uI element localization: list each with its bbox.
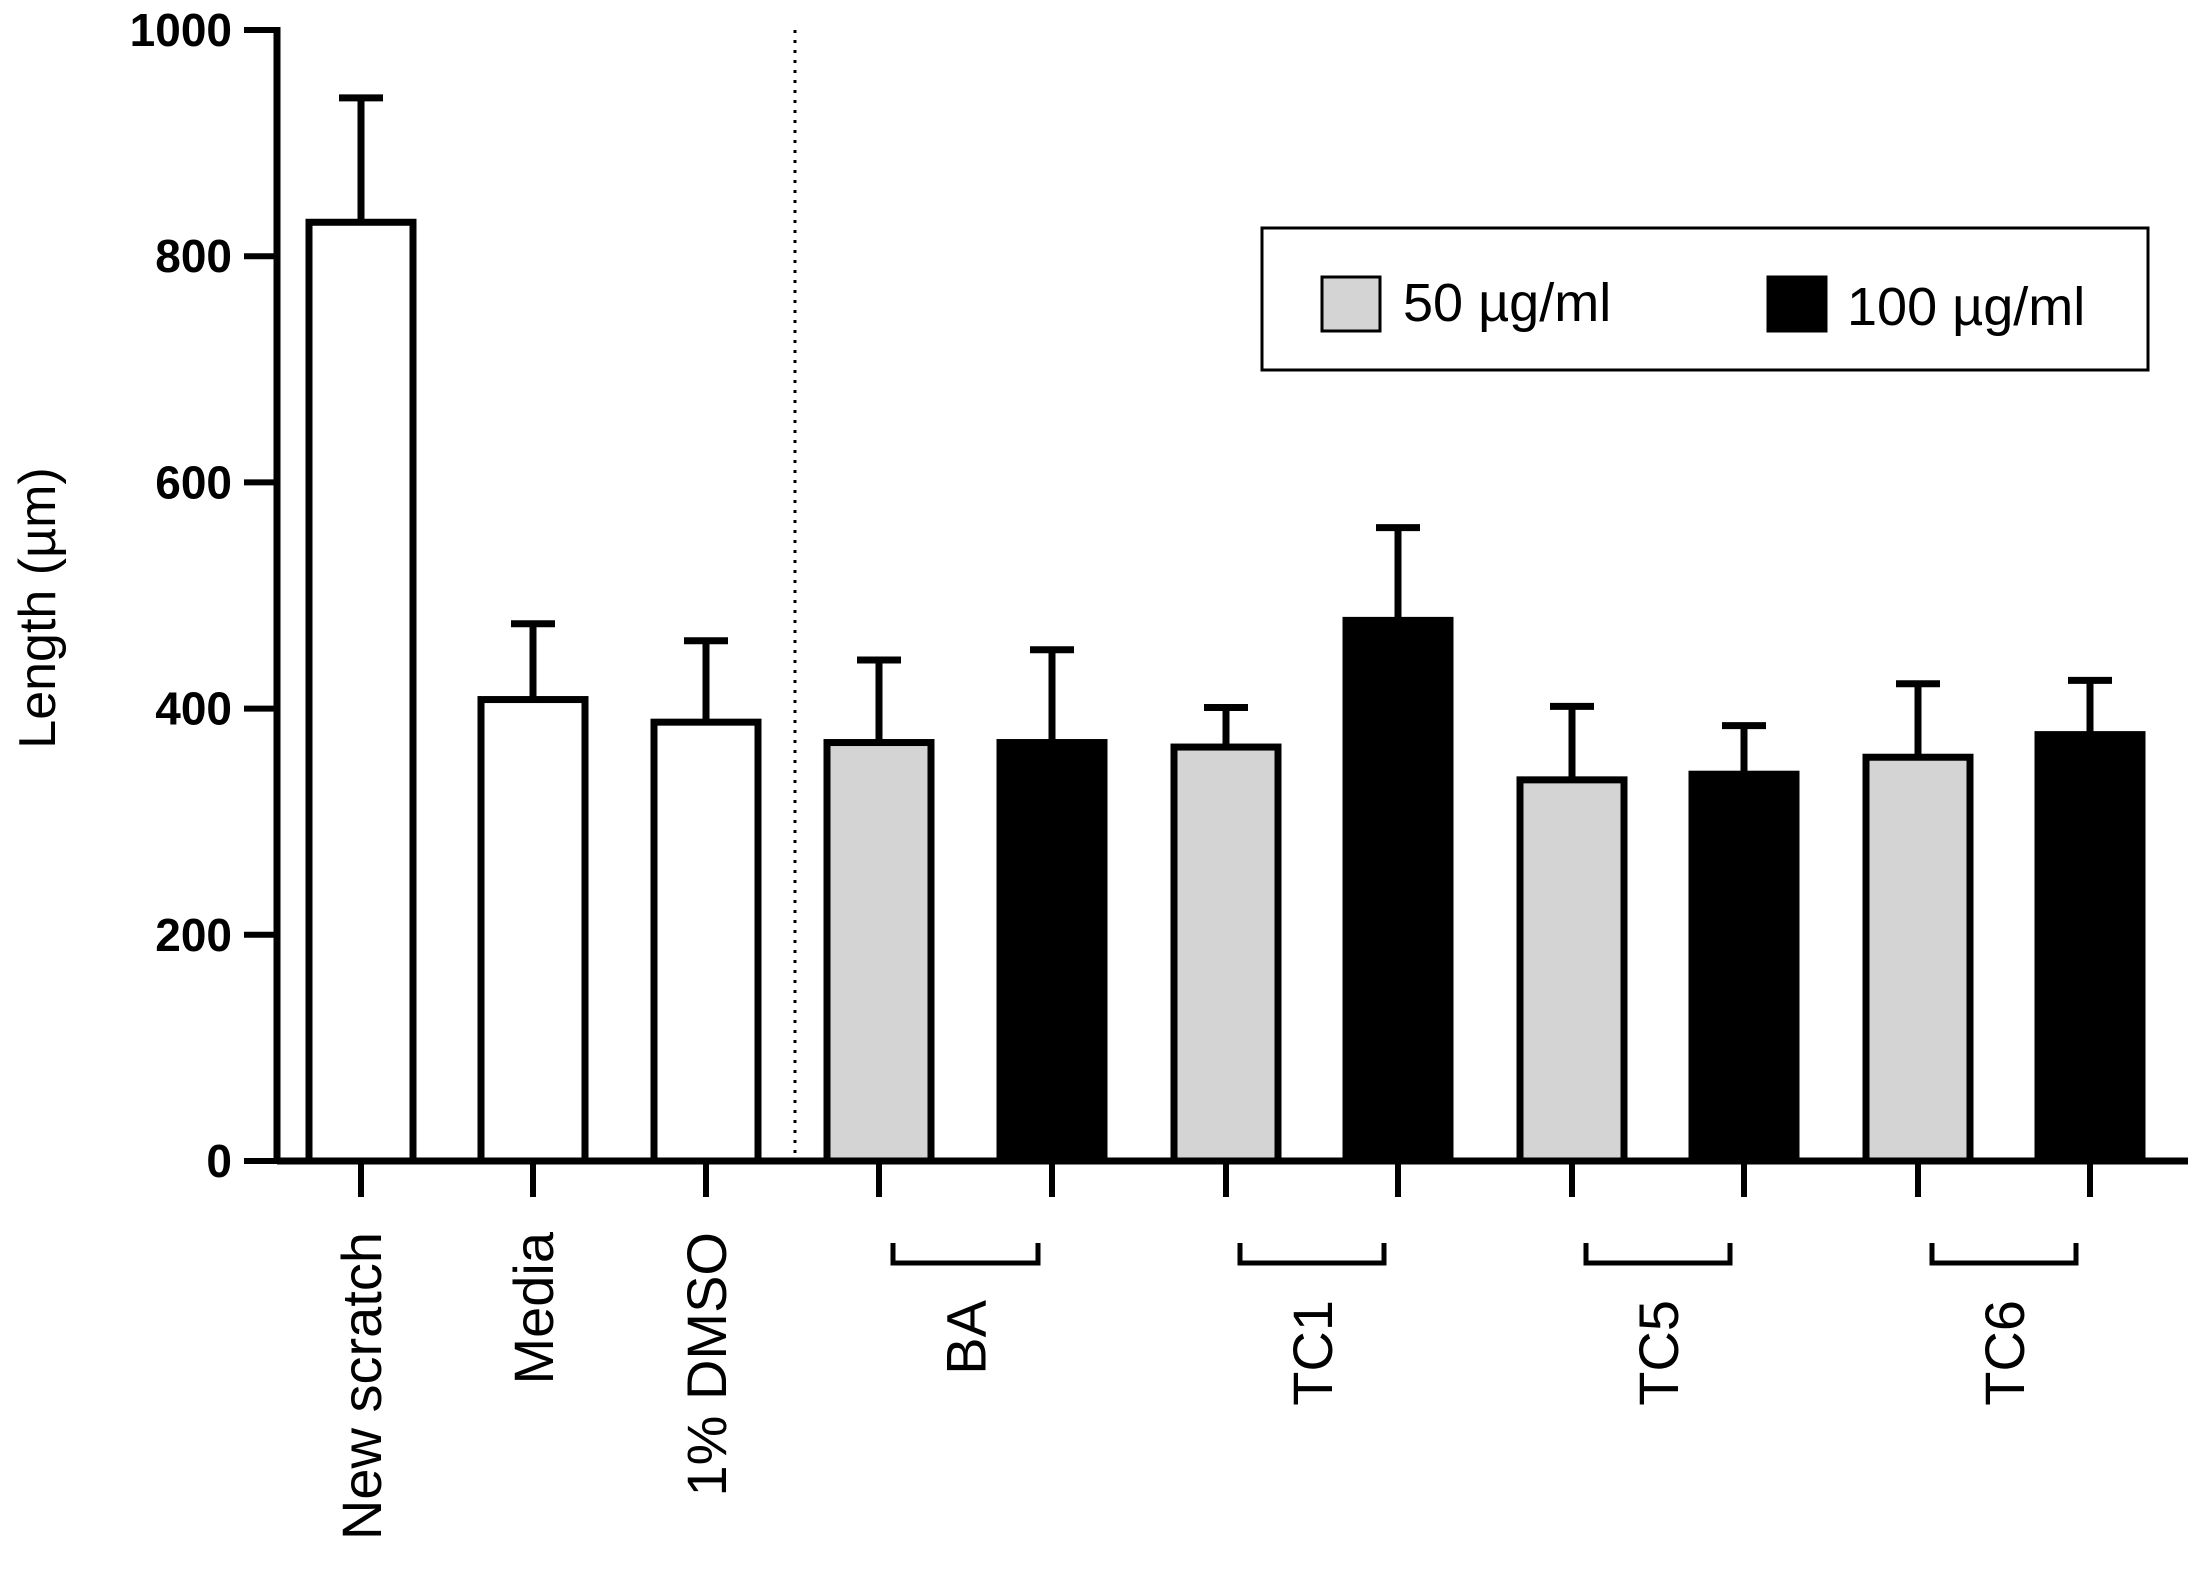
legend-swatch-100 (1766, 275, 1828, 333)
bracket-ba (890, 1243, 1041, 1266)
bar-new-scratch (305, 218, 417, 1165)
y-tick-label-1000: 1000 (130, 4, 232, 56)
bar-media (477, 696, 589, 1165)
legend-frame (1260, 226, 2150, 372)
bar-1-dmso (650, 718, 762, 1165)
bar-tc1-100-g-ml (1342, 616, 1454, 1165)
bracket-tc6 (1929, 1243, 2079, 1266)
y-tick-label-800: 800 (155, 230, 232, 282)
y-axis-title: Length (µm) (9, 467, 67, 748)
y-tick-label-200: 200 (155, 909, 232, 961)
legend-label-50: 50 µg/ml (1403, 273, 1611, 333)
bar-ba-100-g-ml (996, 739, 1108, 1165)
y-tick-label-400: 400 (155, 683, 232, 735)
bar-tc6-50-g-ml (1862, 753, 1974, 1165)
y-tick-label-0: 0 (206, 1135, 232, 1187)
x-label-tc1: TC1 (1281, 1300, 1344, 1406)
bracket-tc1 (1237, 1243, 1387, 1266)
x-label-tc5: TC5 (1627, 1300, 1690, 1406)
x-label-1-dmso: 1% DMSO (675, 1232, 738, 1497)
x-label-tc6: TC6 (1973, 1300, 2036, 1406)
legend: 50 µg/ml 100 µg/ml (1260, 226, 2150, 372)
bar-ba-50-g-ml (823, 739, 935, 1165)
y-tick-label-600: 600 (155, 456, 232, 508)
x-label-new-scratch: New scratch (330, 1232, 393, 1540)
bar-tc5-50-g-ml (1516, 776, 1628, 1165)
x-label-ba: BA (935, 1299, 998, 1374)
bar-tc6-100-g-ml (2034, 731, 2146, 1165)
legend-label-100: 100 µg/ml (1847, 277, 2085, 337)
bracket-tc5 (1583, 1243, 1733, 1266)
labels-layer: 0 200 400 600 800 1000 New scratch Media 1% DMSO… (130, 4, 2036, 1540)
legend-swatch-50 (1320, 275, 1382, 333)
x-label-media: Media (502, 1231, 565, 1384)
bar-tc1-50-g-ml (1170, 743, 1282, 1165)
bar-tc5-100-g-ml (1688, 770, 1800, 1165)
axis-layer (244, 27, 2188, 1266)
